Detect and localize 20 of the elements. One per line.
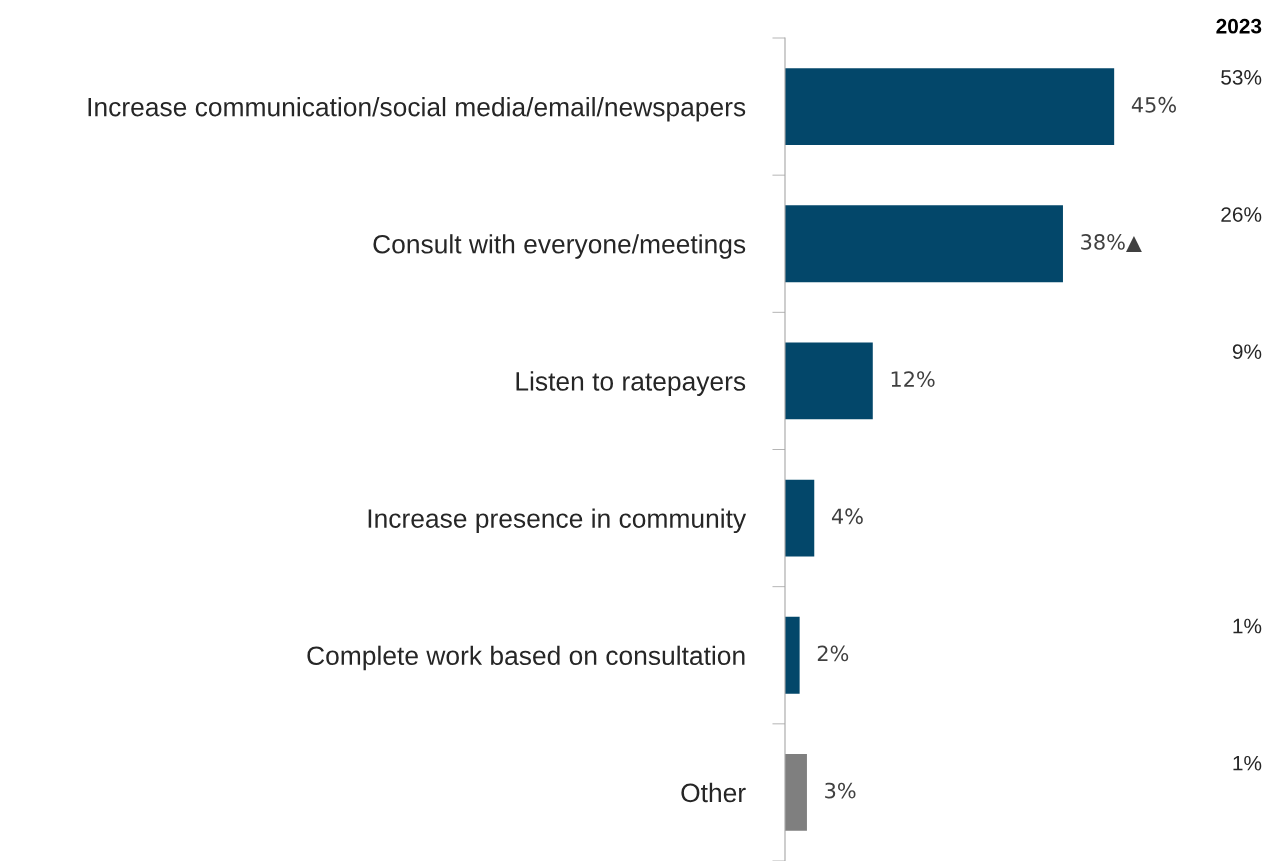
bar (785, 479, 815, 557)
bar (785, 68, 1115, 145)
y-tick-label: Increase communication/social media/email/newspapers (88, 97, 746, 122)
data-label: 4% (831, 508, 863, 525)
bar (785, 205, 1063, 283)
text: 53% 26% 9% 1% 1% (1221, 69, 1262, 771)
y-tick-label: Complete work based on consultation (307, 645, 745, 671)
y-tick-label: Other (681, 782, 746, 803)
y-tick-label: Increase presence in community (368, 508, 747, 534)
data-label: 12% (891, 371, 935, 387)
data-label: 2% (817, 645, 849, 662)
y-tick-label: Listen to ratepayers (516, 371, 746, 396)
y-tick-label: Consult with everyone/meetings (373, 234, 746, 259)
data-label: 3% (825, 782, 856, 799)
bar (785, 616, 800, 694)
bar (785, 342, 873, 420)
data-label: 45% (1131, 96, 1176, 113)
bar (785, 754, 807, 831)
text: 2023 (1216, 18, 1262, 34)
data-label: 38%▲ (1081, 234, 1142, 253)
